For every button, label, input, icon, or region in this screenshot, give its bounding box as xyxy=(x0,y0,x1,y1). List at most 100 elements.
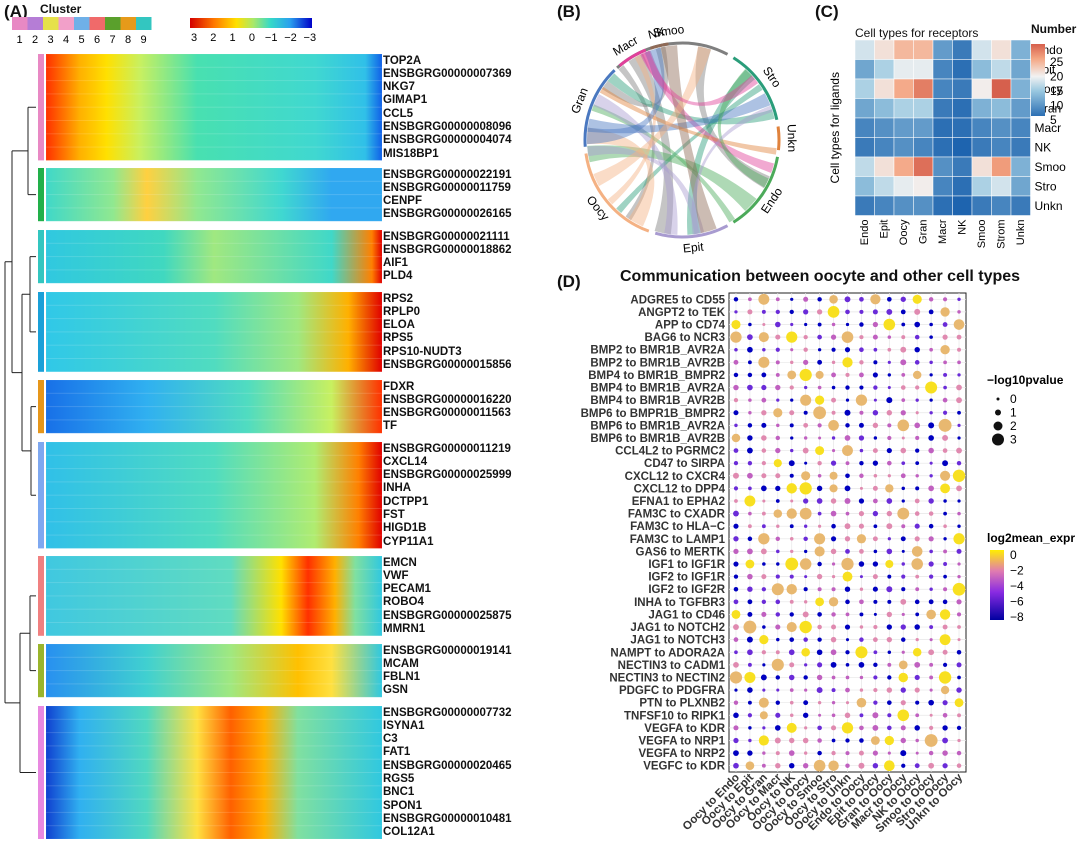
gene-label: ENSBGRG00000026165 xyxy=(383,208,512,221)
heatmap-row xyxy=(45,608,383,624)
dot-mark xyxy=(954,698,964,708)
dot-mark xyxy=(829,295,838,304)
dot-mark xyxy=(928,447,934,454)
dot-mark xyxy=(900,296,906,302)
heatmap-row xyxy=(45,825,383,840)
dot-mark xyxy=(747,713,753,718)
dot-mark xyxy=(859,575,863,579)
dot-mark xyxy=(790,297,794,301)
dot-mark xyxy=(788,750,795,756)
dot-mark xyxy=(733,637,739,642)
dot-mark xyxy=(873,612,877,616)
heatmap-row xyxy=(45,229,383,244)
dot-mark xyxy=(929,713,933,717)
dot-mark xyxy=(942,297,948,302)
dot-mark xyxy=(775,372,780,377)
dot-mark xyxy=(872,485,878,491)
dot-mark xyxy=(859,549,864,554)
pair-label: NECTIN3 to CADM1 xyxy=(618,660,726,672)
heatmap-row xyxy=(45,80,383,95)
dot-mark xyxy=(790,448,794,453)
dot-mark xyxy=(845,372,850,377)
heatmap-row xyxy=(45,656,383,672)
dot-mark xyxy=(747,435,753,441)
dot-mark xyxy=(761,485,767,492)
pair-label: IGF1 to IGF1R xyxy=(648,559,725,571)
dot-mark xyxy=(775,599,781,605)
dot-mark xyxy=(844,435,851,441)
dot-mark xyxy=(816,485,823,492)
dot-mark xyxy=(761,372,767,378)
dot-mark xyxy=(817,624,822,630)
pair-label: NECTIN3 to NECTIN2 xyxy=(609,672,725,684)
count-cell xyxy=(971,176,992,197)
dot-mark xyxy=(734,499,738,503)
dot-mark xyxy=(775,447,781,454)
dot-mark xyxy=(872,422,879,429)
dendrogram-branch xyxy=(11,150,28,374)
dot-mark xyxy=(956,662,962,668)
cluster-annotation-bar xyxy=(38,380,44,434)
gene-label: C3 xyxy=(383,733,398,746)
dot-mark xyxy=(956,612,962,617)
count-cell xyxy=(1010,98,1031,119)
cluster-swatch xyxy=(89,17,105,30)
pair-label: BMP6 to BMR1B_AVR2A xyxy=(590,420,725,432)
dot-mark xyxy=(803,700,809,706)
interaction-label: Oocy to Macr xyxy=(724,771,784,831)
gene-label: ENSBGRG00000016220 xyxy=(383,393,512,406)
dot-mark xyxy=(818,713,822,717)
dot-mark xyxy=(789,410,795,416)
dot-mark xyxy=(940,345,950,355)
dot-mark xyxy=(872,712,879,719)
interaction-label: Oocy to Smoo xyxy=(762,772,826,836)
dot-mark xyxy=(928,435,934,441)
dot-mark xyxy=(733,448,739,453)
dot-mark xyxy=(733,712,739,719)
dot-mark xyxy=(859,587,864,591)
dot-mark xyxy=(830,649,837,656)
scale-tick-label: 3 xyxy=(191,32,197,44)
gene-label: ENSBGRG00000022191 xyxy=(383,168,512,181)
dot-mark xyxy=(762,688,766,692)
count-cell xyxy=(913,156,934,177)
gene-label: MIS18BP1 xyxy=(383,147,439,160)
dot-mark xyxy=(830,510,837,517)
dot-mark xyxy=(747,447,753,454)
dot-mark xyxy=(734,310,738,314)
dot-mark xyxy=(872,536,878,542)
dot-mark xyxy=(790,360,794,365)
dot-mark xyxy=(873,687,878,693)
gene-label: PECAM1 xyxy=(383,583,431,596)
number-legend-tick: 25 xyxy=(1050,55,1064,69)
dot-mark xyxy=(872,724,879,731)
chord-sector-label: Endo xyxy=(758,185,785,216)
dot-mark xyxy=(816,573,823,580)
dot-mark xyxy=(817,587,822,592)
gene-label: DCTPP1 xyxy=(383,495,429,508)
dot-mark xyxy=(747,536,753,542)
dot-mark xyxy=(858,750,864,756)
dot-mark xyxy=(762,322,766,327)
dot-mark xyxy=(804,322,808,327)
dot-mark xyxy=(897,709,910,722)
dot-mark xyxy=(830,498,837,504)
dot-mark xyxy=(872,372,878,378)
gene-label: FST xyxy=(383,509,405,521)
dot-mark xyxy=(873,524,878,529)
dot-mark xyxy=(733,599,739,605)
dot-mark xyxy=(831,725,837,731)
dot-mark xyxy=(788,674,795,681)
color-scale-bar xyxy=(190,18,312,28)
dot-mark xyxy=(957,310,961,314)
dot-mark xyxy=(802,611,809,618)
dot-mark xyxy=(817,385,822,390)
expr-legend-tick: −6 xyxy=(1010,595,1024,609)
gene-label: ELOA xyxy=(383,319,415,332)
dot-mark xyxy=(886,687,893,693)
dot-mark xyxy=(775,700,780,705)
scale-tick-label: 0 xyxy=(249,32,255,44)
dot-mark xyxy=(873,498,878,504)
heatmap-row xyxy=(45,568,383,584)
pair-label: VEGFC to KDR xyxy=(643,761,725,773)
